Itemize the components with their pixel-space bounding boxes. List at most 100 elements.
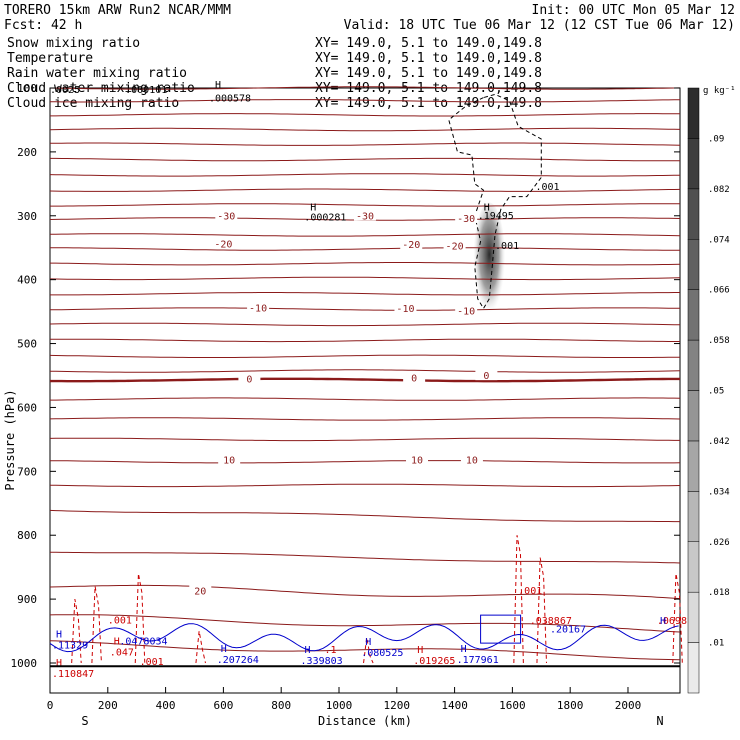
colorbar-swatch [687, 390, 700, 442]
max-marker-h: H [56, 629, 62, 640]
y-tick-label: 1000 [11, 657, 38, 670]
temperature-label-bg [218, 453, 241, 465]
cloud-water-contour [49, 623, 679, 653]
temperature-label-bg [455, 304, 478, 316]
temperature-contour [49, 551, 681, 564]
max-marker-h: H [484, 203, 490, 214]
max-marker-value: .339803 [301, 656, 343, 667]
temperature-contour [50, 99, 681, 103]
field-xy-range: XY= 149.0, 5.1 to 149.0,149.8 [315, 66, 542, 81]
x-tick-label: 0 [47, 699, 54, 712]
x-tick-label: 200 [98, 699, 118, 712]
field-xy-range: XY= 149.0, 5.1 to 149.0,149.8 [315, 51, 542, 66]
temperature-label: 10 [411, 455, 423, 466]
header-forecast-hour: Fcst: 42 h [4, 18, 82, 33]
temperature-label: -20 [214, 240, 232, 251]
temperature-label: -10 [249, 303, 267, 314]
temperature-label-bg [247, 301, 270, 313]
colorbar-level: .034 [708, 487, 730, 497]
rain-water-contour [513, 535, 524, 664]
field-xy-range: XY= 149.0, 5.1 to 149.0,149.8 [315, 96, 542, 111]
colorbar-swatch [687, 591, 700, 643]
temperature-label-bg [215, 209, 238, 221]
temperature-contour [49, 322, 681, 327]
temperature-contours [49, 86, 681, 661]
temperature-label-bg [406, 453, 429, 465]
max-marker-value: .110847 [52, 669, 94, 680]
x-tick-label: 600 [213, 699, 233, 712]
max-marker-h: H [114, 636, 120, 647]
max-marker-value: .001 [518, 586, 542, 597]
field-name: Cloud ice mixing ratio [7, 96, 179, 111]
temperature-contour [50, 203, 680, 207]
x-tick-label: 1800 [557, 699, 584, 712]
temperature-label-bg [455, 211, 478, 223]
y-tick-label: 800 [17, 529, 37, 542]
rain-water-contour [71, 599, 82, 664]
colorbar-swatch [687, 491, 700, 543]
field-xy-range: XY= 149.0, 5.1 to 149.0,149.8 [315, 36, 542, 51]
temperature-contour [49, 233, 681, 237]
temperature-contour [50, 113, 681, 117]
colorbar-swatch [687, 339, 700, 391]
colorbar-level: .074 [708, 235, 730, 245]
header-init-time: Init: 00 UTC Mon 05 Mar 12 [532, 3, 736, 18]
temperature-label-bg [403, 371, 426, 383]
colorbar-swatch [687, 440, 700, 492]
temperature-label-bg [460, 453, 483, 465]
temperature-label: -30 [356, 211, 374, 222]
x-tick-label: 1400 [441, 699, 468, 712]
max-marker-value: .1 [325, 645, 337, 656]
temperature-contour [50, 397, 681, 401]
colorbar-level: .042 [708, 437, 730, 447]
temperature-label: 0 [246, 374, 252, 385]
temperature-label: -20 [402, 240, 420, 251]
temperature-label: 10 [466, 455, 478, 466]
colorbar: .01 .018 .026 .034 .042 .05 .058 .066 .074 .082 .0… [687, 86, 736, 694]
colorbar-swatch [687, 239, 700, 290]
header-run-info: TORERO 15km ARW Run2 NCAR/MMM [4, 3, 231, 18]
max-marker-value: .207264 [217, 655, 259, 666]
temperature-contour [49, 127, 681, 132]
temperature-label: 0 [483, 371, 489, 382]
max-marker-value: .000281 [304, 212, 346, 223]
north-label: N [656, 714, 663, 728]
max-marker-h: H [461, 644, 467, 655]
plot-area: -30 -30 -30 -20 -20 -20 -10 -10 -10 0 0 0 10 10 10 20 .… [49, 80, 687, 694]
temperature-contour [50, 460, 681, 464]
temperature-label-bg [400, 238, 423, 250]
y-tick-label: 300 [17, 210, 37, 223]
y-tick-label: 100 [17, 82, 37, 95]
rain-water-contour [134, 573, 146, 664]
max-marker-value: .0025 [50, 85, 80, 96]
temperature-label-bg [212, 237, 235, 249]
max-marker-value: .001 [495, 241, 519, 252]
temperature-contour [50, 377, 680, 383]
temperature-contour [49, 142, 681, 146]
plot-frame [49, 87, 681, 694]
cloud-ice-outline [448, 93, 542, 310]
max-marker-value: .0478034 [119, 636, 167, 647]
rain-water-contour [195, 630, 206, 664]
max-marker-value: .001 [140, 657, 164, 668]
max-marker-value: .20167 [550, 624, 586, 635]
temperature-label: -10 [457, 307, 475, 318]
rain-water-contour [672, 573, 683, 664]
temperature-contour [49, 437, 680, 442]
temperature-contour [49, 509, 680, 523]
temperature-contour [49, 614, 681, 633]
max-marker-h: H [305, 645, 311, 656]
field-name: Snow mixing ratio [7, 36, 140, 51]
temperature-contour [49, 417, 681, 421]
temperature-label: 20 [194, 586, 206, 597]
max-value-markers: .0025.000101 H.000578H.000281H.19495.001.… [50, 80, 687, 680]
temperature-label: -30 [457, 214, 475, 225]
colorbar-swatch [687, 541, 700, 593]
x-axis: 0 200 400 600 800 1000 1200 1400 1600 1800 2000 [47, 687, 641, 712]
temperature-contour [49, 173, 681, 177]
temperature-contour [50, 157, 680, 162]
temperature-contour [50, 307, 681, 311]
x-tick-label: 1600 [499, 699, 526, 712]
